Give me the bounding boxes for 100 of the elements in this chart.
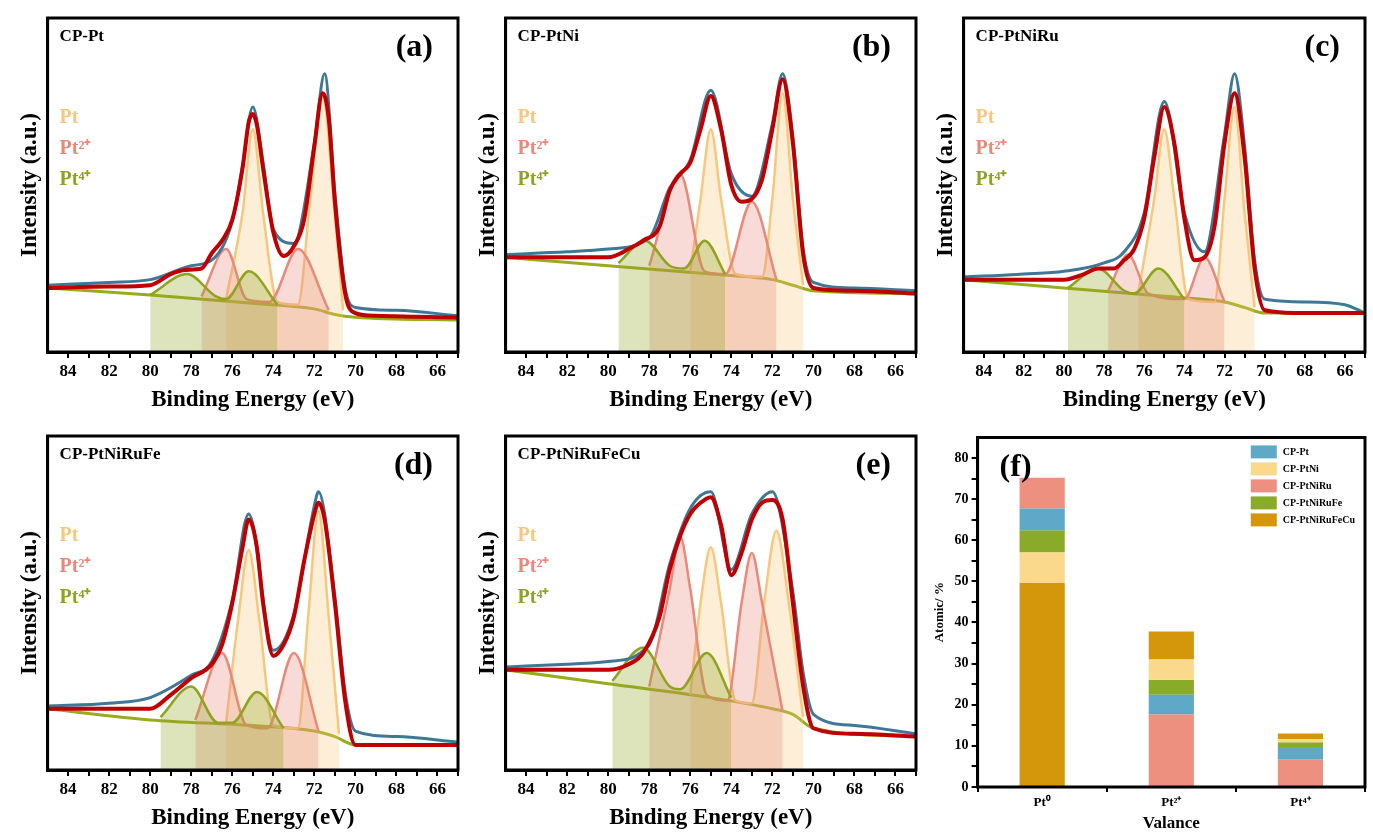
x-tick-label: 80 (141, 360, 159, 380)
legend-label: CP-PtNiRu (1282, 479, 1333, 491)
chart-title: CP-PtNiRuFe (59, 443, 162, 463)
x-tick-label: 66 (428, 360, 446, 380)
text: Pt (517, 105, 537, 128)
x-tick-label: 78 (182, 778, 200, 798)
y-axis-title: Intensity (a.u.) (15, 113, 41, 257)
x-tick-label: 74 (1175, 360, 1194, 380)
x-tick-label: 76 (681, 360, 699, 380)
x-tick-label: 70 (1256, 360, 1274, 380)
x-tick-label: 82 (558, 360, 576, 380)
text: Pt⁴⁺ (59, 585, 92, 608)
y-axis-title: Intensity (a.u.) (15, 531, 41, 675)
x-tick-label: 72 (763, 360, 781, 380)
bar (1148, 694, 1194, 715)
y-tick-label: 20 (954, 696, 969, 712)
x-axis-title: Binding Energy (eV) (1062, 386, 1266, 412)
x-tick-label: 72 (305, 778, 323, 798)
text: Pt⁴⁺ (59, 167, 92, 190)
chart-title: CP-PtNi (517, 25, 580, 45)
bar (1277, 747, 1324, 760)
chart-title: CP-PtNiRu (975, 25, 1059, 45)
x-tick-label: 66 (886, 778, 904, 798)
x-tick-label: 76 (681, 778, 699, 798)
x-tick-label: 84 (517, 778, 536, 798)
y-axis-title: Intensity (a.u.) (473, 113, 499, 257)
annotation: (f) (999, 446, 1032, 483)
x-tick-label: 74 (722, 778, 741, 798)
x-tick-label: 78 (182, 360, 200, 380)
x-tick-label: 68 (845, 360, 863, 380)
x-tick-label: 84 (517, 360, 536, 380)
x-tick-label: 80 (1055, 360, 1073, 380)
x-tick-label: 68 (387, 778, 405, 798)
x-tick-label: 84 (59, 778, 78, 798)
x-tick-label: 70 (804, 778, 822, 798)
text: Pt²⁺ (59, 136, 92, 159)
bar (1277, 759, 1324, 786)
text: Pt²⁺ (517, 136, 550, 159)
bar (1277, 739, 1324, 743)
x-axis-title: Binding Energy (eV) (151, 804, 355, 830)
text: Pt²⁺ (517, 554, 550, 577)
text: (a) (395, 27, 433, 64)
legend-label: CP-Pt (1282, 445, 1310, 457)
x-tick-label: Pt²⁺ (1161, 794, 1183, 810)
y-tick-label: 0 (961, 778, 969, 794)
x-tick-label: 84 (59, 360, 78, 380)
x-tick-label: 66 (1336, 360, 1354, 380)
x-tick-label: 78 (640, 778, 658, 798)
y-tick-label: 70 (954, 490, 969, 506)
x-tick-label: 66 (428, 778, 446, 798)
x-tick-label: 66 (886, 360, 904, 380)
x-tick-label: 70 (346, 360, 364, 380)
x-tick-label: 76 (223, 360, 241, 380)
text: Pt (59, 523, 79, 546)
x-tick-label: 78 (1095, 360, 1113, 380)
text: (d) (393, 445, 433, 482)
bar (1148, 714, 1194, 786)
x-axis-title: Binding Energy (eV) (609, 804, 813, 830)
x-tick-label: 72 (305, 360, 323, 380)
x-tick-label: Pt⁴⁺ (1290, 794, 1312, 810)
y-tick-label: 30 (954, 655, 969, 671)
y-tick-label: 60 (954, 531, 969, 547)
y-tick-label: 50 (954, 572, 969, 588)
bar (1019, 552, 1065, 583)
bar (1148, 659, 1194, 680)
x-axis-title: Binding Energy (eV) (609, 386, 813, 412)
x-tick-label: 76 (223, 778, 241, 798)
x-tick-label: 72 (763, 778, 781, 798)
y-axis-title: Intensity (a.u.) (473, 531, 499, 675)
bar (1148, 631, 1194, 660)
x-tick-label: 70 (804, 360, 822, 380)
text: (b) (851, 27, 891, 64)
y-tick-label: 10 (954, 737, 969, 753)
bar (1019, 583, 1065, 786)
text: Pt⁴⁺ (517, 585, 550, 608)
x-tick-label: 84 (975, 360, 993, 380)
text: Pt⁴⁺ (517, 167, 550, 190)
bar (1148, 679, 1194, 695)
x-tick-label: 70 (346, 778, 364, 798)
y-tick-label: 40 (954, 614, 969, 630)
bar (1019, 508, 1065, 531)
x-tick-label: 76 (1135, 360, 1153, 380)
text: Pt²⁺ (975, 136, 1008, 159)
x-axis-title: Valance (1142, 813, 1201, 833)
chart-title: CP-PtNiRuFeCu (517, 443, 641, 463)
x-tick-label: Pt⁰ (1033, 794, 1051, 810)
text: Pt (975, 105, 995, 128)
x-tick-label: 78 (640, 360, 658, 380)
text: Pt (59, 105, 79, 128)
y-axis-title: Atomic/ % (931, 582, 947, 643)
bar (1019, 530, 1065, 553)
chart-title: CP-Pt (59, 25, 105, 45)
y-axis-title: Intensity (a.u.) (931, 113, 957, 257)
bar (1277, 742, 1324, 748)
x-tick-label: 72 (1216, 360, 1234, 380)
legend-label: CP-PtNiRuFe (1282, 496, 1343, 508)
x-tick-label: 74 (722, 360, 741, 380)
x-tick-label: 80 (599, 778, 617, 798)
text: Pt (517, 523, 537, 546)
x-tick-label: 82 (558, 778, 576, 798)
